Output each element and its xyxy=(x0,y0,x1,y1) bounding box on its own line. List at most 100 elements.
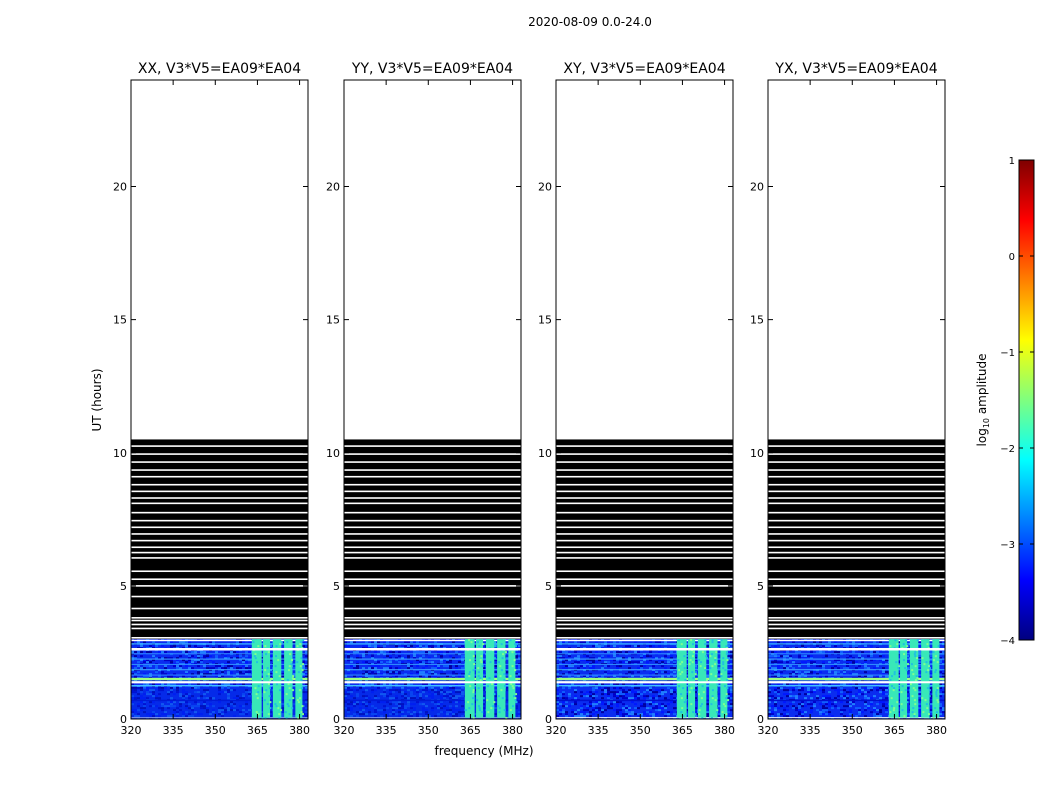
data-gap-line xyxy=(131,627,308,630)
data-gap-line xyxy=(768,551,945,554)
spectral-line xyxy=(131,699,308,702)
data-gap-line xyxy=(131,619,308,622)
data-gap-line xyxy=(131,533,308,535)
spectral-line xyxy=(344,669,521,671)
data-gap-line xyxy=(131,519,308,522)
data-gap-line xyxy=(131,570,308,573)
spectral-line xyxy=(131,663,308,665)
data-gap-line xyxy=(768,461,945,463)
rfi-band xyxy=(251,639,262,718)
colorbar-tick-label: −3 xyxy=(1000,540,1015,551)
data-gap-line xyxy=(131,483,308,486)
data-gap-line xyxy=(131,557,308,559)
data-gap-line xyxy=(768,483,945,486)
rfi-band xyxy=(921,639,930,718)
data-gap-line xyxy=(556,475,733,478)
data-gap-line xyxy=(344,636,521,639)
data-gap-line xyxy=(131,461,308,463)
spectral-line xyxy=(556,663,733,665)
y-tick-label: 20 xyxy=(538,181,552,194)
data-gap-line xyxy=(768,636,945,639)
data-gap-line xyxy=(768,490,945,493)
data-gap-line xyxy=(556,539,733,542)
y-tick-label: 20 xyxy=(326,181,340,194)
rfi-band xyxy=(497,639,506,718)
y-tick-label: 10 xyxy=(750,447,764,460)
data-gap-line xyxy=(768,557,945,559)
y-tick-label: 0 xyxy=(757,713,764,726)
x-tick-label: 350 xyxy=(205,724,226,737)
data-gap-line xyxy=(344,619,521,622)
data-gap-line xyxy=(344,623,521,626)
x-tick-label: 320 xyxy=(121,724,142,737)
y-axis-label: UT (hours) xyxy=(90,368,104,431)
rfi-band xyxy=(932,639,940,718)
spectral-line xyxy=(344,677,521,681)
y-tick-label: 5 xyxy=(757,580,764,593)
data-gap-line xyxy=(556,551,733,554)
rfi-band xyxy=(709,639,718,718)
data-gap-line xyxy=(344,483,521,486)
y-tick-label: 10 xyxy=(538,447,552,460)
rfi-band xyxy=(676,639,687,718)
data-gap-line xyxy=(556,627,733,630)
data-gap-line xyxy=(556,483,733,486)
spectral-line xyxy=(556,643,733,645)
data-gap-line xyxy=(344,539,521,542)
spectral-line xyxy=(768,677,945,681)
spectral-line xyxy=(344,663,521,665)
data-gap-line xyxy=(768,497,945,499)
data-gap-line xyxy=(556,578,733,581)
data-gap-line xyxy=(131,475,308,478)
spectral-line xyxy=(556,674,733,676)
panel-title: XX, V3*V5=EA09*EA04 xyxy=(138,61,301,77)
y-tick-label: 15 xyxy=(538,314,552,327)
rfi-band xyxy=(295,639,303,718)
data-gap-line xyxy=(344,502,521,505)
spectral-line xyxy=(344,684,521,687)
data-gap-line xyxy=(131,578,308,581)
data-gap-line xyxy=(344,595,521,598)
spectral-line xyxy=(556,639,733,642)
data-gap-line xyxy=(344,551,521,554)
data-gap-line xyxy=(556,595,733,598)
data-gap-line xyxy=(768,539,945,542)
rfi-band xyxy=(720,639,728,718)
data-gap-line xyxy=(768,502,945,505)
data-gap-line xyxy=(768,623,945,626)
rfi-band xyxy=(900,639,908,718)
data-gap-line xyxy=(344,570,521,573)
x-tick-label: 335 xyxy=(376,724,397,737)
spectral-line xyxy=(131,717,308,719)
y-tick-label: 20 xyxy=(750,181,764,194)
flagged-region xyxy=(131,439,308,640)
rfi-band xyxy=(263,639,271,718)
y-tick-label: 5 xyxy=(333,580,340,593)
spectral-line xyxy=(556,717,733,719)
spectral-line xyxy=(131,643,308,645)
data-gap-line xyxy=(556,469,733,471)
data-gap-line xyxy=(768,570,945,573)
rfi-band xyxy=(284,639,293,718)
data-gap-line xyxy=(344,490,521,493)
data-gap-line xyxy=(344,533,521,535)
data-gap-line xyxy=(556,570,733,573)
rfi-band xyxy=(888,639,899,718)
rfi-band xyxy=(272,639,282,718)
y-tick-label: 20 xyxy=(113,181,127,194)
data-gap-line xyxy=(556,533,733,535)
data-gap-line xyxy=(556,617,733,619)
spectral-line xyxy=(131,684,308,687)
flagged-region xyxy=(344,439,521,640)
spectral-line xyxy=(768,639,945,642)
data-gap-line xyxy=(768,475,945,478)
data-gap-line xyxy=(768,585,945,587)
data-gap-line xyxy=(768,619,945,622)
panel-3: YX, V3*V5=EA09*EA04 0 5 10 15 20 320 335 350 365 3… xyxy=(750,61,947,737)
data-gap-line xyxy=(131,502,308,505)
x-tick-label: 320 xyxy=(546,724,567,737)
y-tick-label: 10 xyxy=(326,447,340,460)
data-gap-line xyxy=(768,533,945,535)
data-gap-line xyxy=(556,497,733,499)
